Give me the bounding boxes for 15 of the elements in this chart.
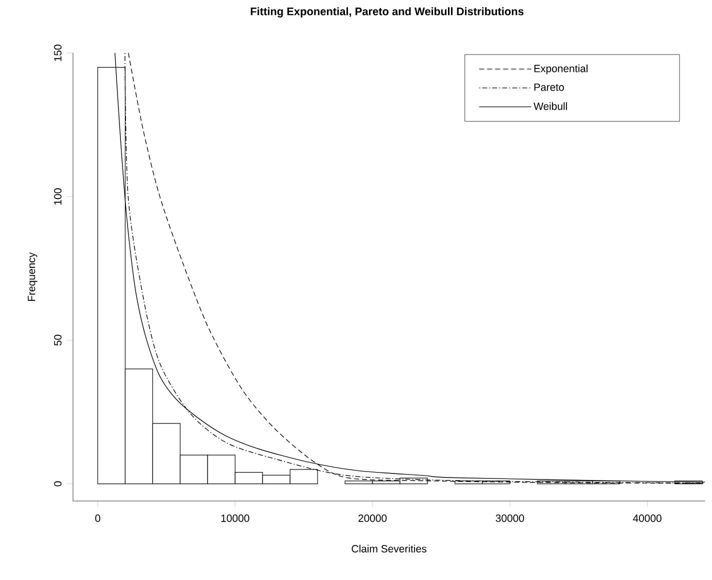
x-tick-label: 30000 xyxy=(496,514,524,522)
y-tick-label: 50 xyxy=(54,334,62,346)
x-tick-label: 10000 xyxy=(221,514,250,522)
y-axis-title: Frequency xyxy=(28,252,38,301)
legend-label: Pareto xyxy=(534,84,564,91)
legend-label: Exponential xyxy=(534,64,588,74)
chart-title: Fitting Exponential, Pareto and Weibull Distributions xyxy=(250,7,524,18)
legend-label: Weibull xyxy=(534,102,567,110)
y-tick-label: 100 xyxy=(54,188,62,205)
x-tick-label: 40000 xyxy=(632,514,662,522)
x-tick-label: 0 xyxy=(95,514,100,522)
x-axis-title: Claim Severities xyxy=(352,544,426,552)
y-tick-label: 150 xyxy=(54,44,62,61)
x-tick-label: 20000 xyxy=(358,514,387,522)
y-tick-label: 0 xyxy=(54,481,62,486)
